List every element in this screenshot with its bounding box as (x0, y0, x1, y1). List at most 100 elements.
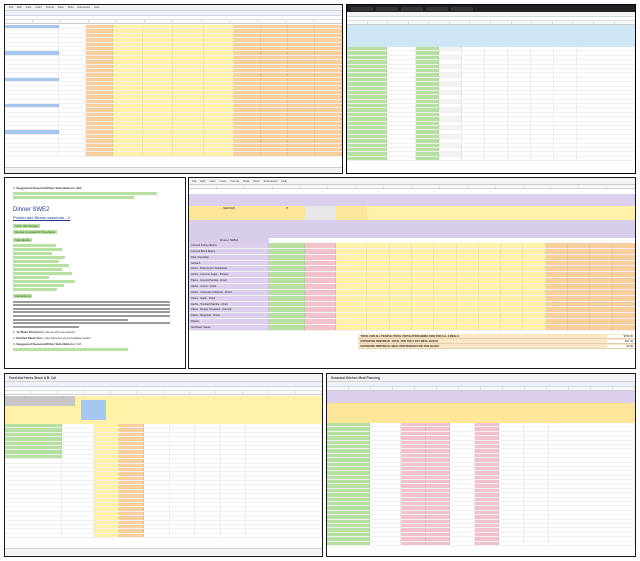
value-cell[interactable] (456, 284, 479, 289)
table-cell[interactable] (203, 82, 235, 86)
table-cell[interactable] (314, 46, 342, 51)
table-cell[interactable] (169, 437, 196, 441)
table-cell[interactable] (474, 541, 500, 545)
table-cell[interactable] (314, 33, 342, 38)
value-cell[interactable] (523, 289, 546, 295)
table-cell[interactable] (62, 516, 94, 520)
table-cell[interactable] (524, 471, 549, 475)
table-cell[interactable] (261, 86, 289, 90)
table-cell[interactable] (220, 441, 246, 445)
table-cell[interactable] (5, 524, 63, 529)
table-cell[interactable] (450, 475, 475, 480)
table-cell[interactable] (119, 511, 145, 516)
table-cell[interactable] (327, 515, 371, 519)
ingredient-name[interactable]: Sunflower Seeds (189, 325, 270, 330)
table-cell[interactable] (485, 108, 509, 112)
table-cell[interactable] (425, 528, 451, 532)
table-cell[interactable] (58, 82, 86, 86)
value-cell[interactable] (590, 301, 613, 307)
value-cell[interactable] (434, 319, 457, 325)
table-cell[interactable] (499, 523, 525, 528)
table-cell[interactable] (314, 51, 342, 55)
table-cell[interactable] (173, 112, 204, 117)
table-cell[interactable] (234, 90, 262, 95)
value-cell[interactable] (590, 278, 613, 284)
ingredient-name[interactable]: Spinach (189, 260, 270, 266)
table-cell[interactable] (261, 60, 289, 64)
table-cell[interactable] (450, 502, 475, 506)
table-cell[interactable] (85, 29, 113, 33)
table-cell[interactable] (370, 506, 401, 510)
value-cell[interactable] (367, 289, 390, 295)
table-cell[interactable] (416, 60, 440, 64)
value-cell[interactable] (434, 278, 457, 284)
table-cell[interactable] (119, 472, 145, 476)
table-cell[interactable] (93, 467, 120, 472)
table-cell[interactable] (370, 493, 401, 497)
value-cell[interactable] (568, 272, 591, 278)
table-cell[interactable] (425, 510, 451, 515)
quantity-cell[interactable] (269, 295, 305, 301)
table-cell[interactable] (5, 90, 59, 95)
table-cell[interactable] (85, 112, 113, 117)
table-row[interactable] (5, 432, 322, 438)
table-cell[interactable] (524, 475, 549, 480)
table-cell[interactable] (347, 117, 388, 121)
table-cell[interactable] (327, 475, 371, 480)
table-cell[interactable] (85, 143, 113, 147)
table-cell[interactable] (93, 472, 120, 476)
table-row[interactable] (347, 47, 635, 52)
table-cell[interactable] (485, 130, 509, 134)
menu-item-help[interactable]: Help (281, 179, 288, 183)
table-cell[interactable] (62, 481, 94, 485)
table-row[interactable] (347, 90, 635, 96)
table-cell[interactable] (548, 480, 635, 484)
table-cell[interactable] (462, 95, 486, 99)
table-cell[interactable] (5, 485, 63, 489)
table-cell[interactable] (5, 494, 63, 498)
quantity-cell[interactable] (269, 301, 305, 307)
table-cell[interactable] (524, 427, 549, 431)
table-cell[interactable] (195, 481, 221, 485)
table-cell[interactable] (119, 437, 145, 441)
table-cell[interactable] (203, 51, 235, 55)
table-cell[interactable] (144, 494, 170, 498)
document-title[interactable]: Food and Herbs Stock & B. Cal (9, 375, 56, 380)
ingredient-row[interactable]: Herbs - Coriander (Cilantro) - Dried (189, 289, 635, 296)
table-cell[interactable] (288, 68, 315, 73)
highlighted-link-line[interactable] (13, 347, 128, 351)
table-cell[interactable] (85, 46, 113, 51)
value-cell[interactable] (568, 284, 591, 289)
value-cell[interactable] (411, 278, 435, 284)
table-cell[interactable] (416, 68, 440, 73)
table-cell[interactable] (173, 134, 204, 139)
table-cell[interactable] (288, 95, 315, 99)
formula-bar[interactable] (5, 387, 322, 391)
table-cell[interactable] (5, 520, 63, 524)
table-cell[interactable] (261, 33, 289, 38)
quantity-cell[interactable] (269, 243, 305, 248)
table-cell[interactable] (485, 143, 509, 147)
table-cell[interactable] (387, 64, 417, 68)
table-row[interactable] (347, 108, 635, 113)
table-cell[interactable] (474, 510, 500, 515)
value-cell[interactable] (411, 307, 435, 313)
table-row[interactable] (327, 519, 635, 524)
table-row[interactable] (5, 64, 342, 69)
table-cell[interactable] (144, 437, 170, 441)
table-cell[interactable] (450, 444, 475, 449)
table-cell[interactable] (524, 423, 549, 427)
table-cell[interactable] (288, 82, 315, 86)
table-cell[interactable] (169, 472, 196, 476)
table-row[interactable] (5, 459, 322, 464)
table-row[interactable] (347, 134, 635, 140)
table-cell[interactable] (220, 533, 246, 538)
table-cell[interactable] (387, 117, 417, 121)
table-cell[interactable] (143, 38, 174, 42)
table-cell[interactable] (425, 427, 451, 431)
table-cell[interactable] (462, 143, 486, 147)
table-cell[interactable] (370, 440, 401, 444)
table-cell[interactable] (462, 47, 486, 51)
table-cell[interactable] (577, 73, 635, 77)
table-cell[interactable] (474, 440, 500, 444)
